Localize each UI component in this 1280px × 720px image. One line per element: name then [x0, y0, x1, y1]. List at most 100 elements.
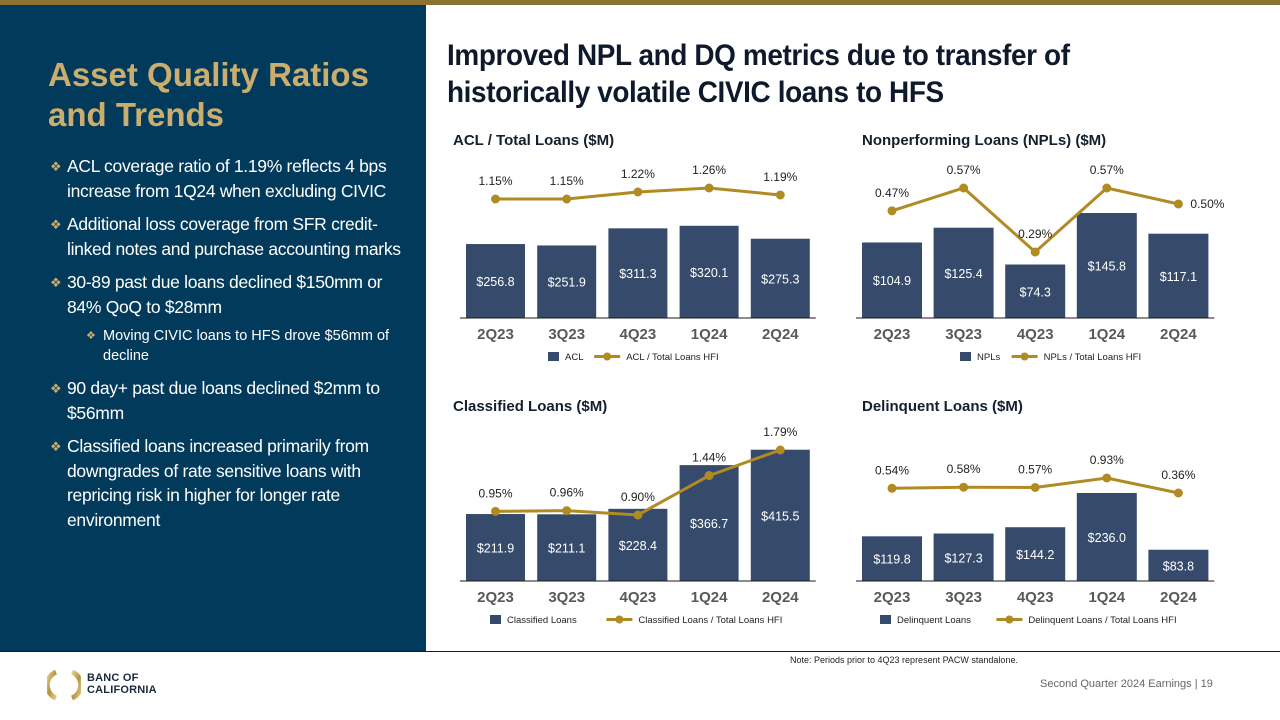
ratio-label: 0.36% [1161, 468, 1195, 482]
legend-bar-swatch [548, 352, 559, 361]
bullet-text: Moving CIVIC loans to HFS drove $56mm of… [103, 328, 390, 364]
bar-value-label: $145.8 [1088, 260, 1126, 274]
bullet-item: ❖ 30-89 past due loans declined $150mm or… [48, 270, 418, 319]
legend-label: Delinquent Loans [897, 615, 971, 626]
ratio-label: 1.44% [692, 451, 726, 465]
x-tick-label: 2Q24 [762, 326, 799, 343]
bullet-text: 90 day+ past due loans declined $2mm to … [67, 378, 380, 423]
ratio-point [562, 194, 572, 204]
top-accent-bar [0, 0, 1280, 5]
bar-value-label: $125.4 [944, 267, 982, 281]
legend-label: ACL / Total Loans HFI [626, 352, 718, 363]
legend-marker [1020, 352, 1029, 361]
legend-bar-swatch [490, 615, 501, 624]
ratio-point [1030, 482, 1040, 492]
bar-value-label: $127.3 [944, 551, 982, 565]
diamond-bullet-icon: ❖ [50, 217, 62, 232]
ratio-point [887, 483, 897, 493]
legend-marker [615, 615, 624, 624]
bar [1005, 527, 1066, 581]
chart-title: ACL / Total Loans ($M) [453, 132, 615, 149]
x-tick-label: 1Q24 [691, 326, 728, 343]
x-tick-label: 4Q23 [1017, 589, 1054, 606]
bar [466, 514, 525, 581]
bar [1076, 213, 1137, 318]
sub-bullet-item: ❖ Moving CIVIC loans to HFS drove $56mm o… [48, 326, 418, 366]
bullet-item: ❖ Classified loans increased primarily fr… [48, 434, 418, 532]
sidebar-panel: Asset Quality Ratios and Trends ❖ ACL cov… [0, 5, 426, 651]
footnote: Note: Periods prior to 4Q23 represent PA… [790, 655, 1018, 665]
ratio-point [959, 482, 969, 492]
acl-chart-svg: $256.8 $251.9 $311.3 $320.1 $275.3 2Q23 3Q23 4Q… [460, 163, 816, 363]
ratio-label: 0.96% [550, 486, 584, 500]
ratio-point [491, 194, 500, 204]
legend-label: Classified Loans / Total Loans HFI [638, 615, 782, 626]
delinquent-chart-svg: $119.8 $127.3 $144.2 $236.0 $83.8 2Q23 3Q23 4Q2… [856, 453, 1215, 626]
ratio-point [491, 506, 500, 516]
ratio-point [887, 206, 897, 216]
bullet-item: ❖ 90 day+ past due loans declined $2mm to… [48, 376, 418, 425]
ratio-point [775, 445, 785, 455]
ratio-label: 0.50% [1190, 197, 1224, 211]
bar-value-label: $366.7 [690, 517, 728, 531]
x-tick-label: 2Q23 [477, 589, 514, 606]
x-tick-label: 4Q23 [620, 326, 657, 343]
bar-value-label: $104.9 [873, 274, 911, 288]
x-tick-label: 4Q23 [1017, 326, 1054, 343]
footer-divider [0, 651, 1280, 652]
bar [933, 227, 994, 318]
bar [608, 508, 668, 581]
slide-title: Improved NPL and DQ metrics due to trans… [447, 39, 1070, 109]
logo-line-2: CALIFORNIA [87, 684, 157, 696]
bar-value-label: $117.1 [1160, 270, 1197, 284]
bar-value-label: $251.9 [548, 276, 586, 290]
bullet-text: Classified loans increased primarily fro… [67, 436, 369, 530]
x-tick-label: 1Q24 [1088, 326, 1125, 343]
x-tick-label: 3Q23 [548, 589, 585, 606]
bar-value-label: $415.5 [761, 509, 799, 523]
ratio-label: 0.54% [875, 463, 909, 477]
ratio-point [633, 187, 643, 197]
ratio-point [1173, 488, 1183, 498]
bar-value-label: $144.2 [1016, 548, 1054, 562]
npl-chart: Nonperforming Loans (NPLs) ($M) $104.9 $1… [850, 128, 1270, 378]
chart-title: Delinquent Loans ($M) [862, 398, 1023, 415]
x-tick-label: 2Q24 [1160, 589, 1197, 606]
ratio-label: 0.57% [1090, 163, 1124, 177]
diamond-bullet-icon: ❖ [50, 275, 62, 290]
legend-label: Classified Loans [507, 615, 577, 626]
bar-value-label: $211.1 [548, 542, 585, 556]
x-tick-label: 1Q24 [691, 589, 728, 606]
x-tick-label: 4Q23 [620, 589, 657, 606]
legend-bar-swatch [960, 352, 971, 361]
x-tick-label: 2Q23 [477, 326, 514, 343]
ratio-label: 0.95% [478, 486, 512, 500]
x-tick-label: 2Q23 [874, 326, 911, 343]
x-tick-label: 1Q24 [1088, 589, 1125, 606]
bar [1148, 233, 1209, 318]
legend-marker [603, 352, 612, 361]
ratio-point [704, 471, 714, 481]
diamond-bullet-icon: ❖ [50, 381, 62, 396]
diamond-bullet-icon: ❖ [50, 159, 62, 174]
x-tick-label: 2Q24 [1160, 326, 1197, 343]
chart-title: Classified Loans ($M) [453, 398, 608, 415]
bar [933, 533, 994, 581]
legend-marker [1005, 615, 1014, 624]
bar [679, 225, 739, 318]
ratio-label: 0.93% [1090, 453, 1124, 467]
bar-value-label: $228.4 [619, 539, 657, 553]
bar-value-label: $275.3 [761, 272, 799, 286]
diamond-bullet-icon: ❖ [86, 330, 96, 342]
ratio-point [562, 506, 572, 516]
x-tick-label: 3Q23 [548, 326, 585, 343]
acl-chart: ACL / Total Loans ($M) $256.8 $251.9 $311.… [440, 128, 830, 378]
page-footer-label: Second Quarter 2024 Earnings | 19 [1040, 678, 1213, 690]
npl-chart-svg: $104.9 $125.4 $74.3 $145.8 $117.1 2Q23 3Q23 4Q2… [856, 163, 1225, 363]
bar [1148, 549, 1209, 581]
ratio-label: 1.15% [478, 174, 512, 188]
bar [537, 245, 597, 318]
bar-value-label: $119.8 [873, 553, 910, 567]
bar [750, 238, 810, 318]
x-tick-label: 2Q24 [762, 589, 799, 606]
